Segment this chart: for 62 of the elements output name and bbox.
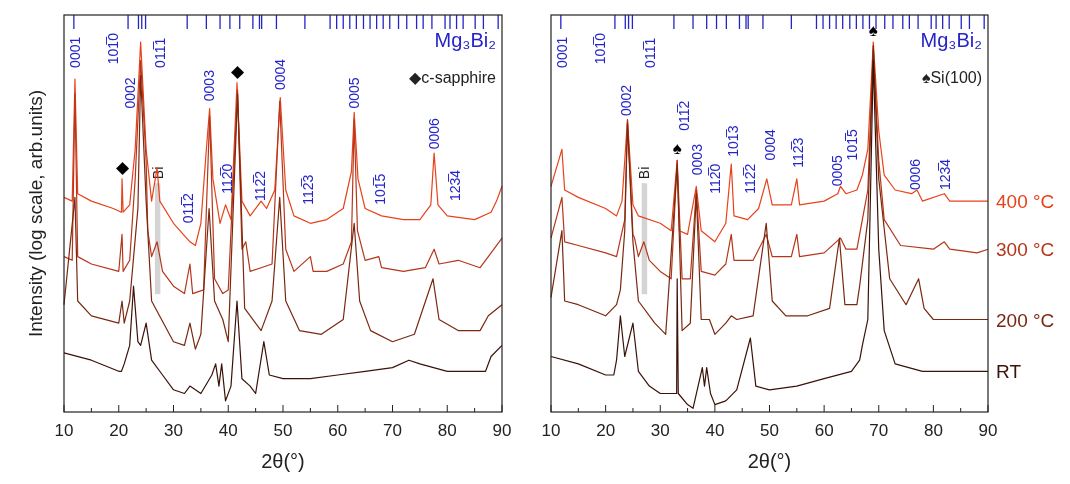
x-tick-label: 50 — [760, 421, 779, 440]
annotation: 101̅3 — [724, 125, 741, 157]
annotation: 0002 — [617, 84, 634, 116]
annotation: 101̅0 — [105, 32, 122, 65]
x-tick-label: 30 — [164, 421, 183, 440]
annotation: 0005 — [829, 154, 846, 187]
annotation: 011̅2 — [675, 100, 692, 131]
x-tick-label: 90 — [492, 421, 512, 440]
annotation: 011̅1 — [151, 37, 168, 68]
annotation: 0005 — [346, 77, 363, 109]
x-tick-label: 50 — [273, 421, 293, 440]
x-tick-label: 70 — [383, 421, 402, 440]
annotation: 0004 — [272, 58, 289, 91]
x-tick-label: 40 — [218, 421, 238, 440]
x-tick-label: 60 — [328, 421, 348, 440]
annotation: 112̅3 — [300, 174, 317, 205]
x-tick-label: 30 — [650, 421, 670, 440]
annotation: ◆c-sapphire — [409, 69, 497, 86]
annotation: Mg₃Bi₂ — [920, 29, 982, 51]
annotation: 112̅2 — [252, 170, 269, 202]
annotation: 011̅2 — [179, 192, 196, 224]
x-axis-title: 2θ(°) — [747, 450, 792, 472]
x-tick-label: 20 — [109, 421, 129, 440]
x-tick-label: 20 — [596, 421, 616, 440]
x-axis-title: 2θ(°) — [261, 450, 305, 472]
annotation: 0003 — [688, 143, 705, 176]
x-tick-label: 60 — [814, 421, 834, 440]
annotation: 0006 — [426, 117, 443, 150]
annotation: 123̅4 — [936, 158, 953, 190]
annotation: 112̅2 — [741, 163, 758, 194]
x-tick-label: 10 — [54, 421, 74, 440]
band-label: Bi — [636, 166, 653, 180]
x-tick-label: 80 — [437, 421, 457, 440]
x-tick-label: 80 — [923, 421, 943, 440]
x-tick-label: 90 — [978, 421, 998, 440]
y-axis-title: Intensity (log scale, arb.units) — [25, 89, 46, 338]
series-label: 200 °C — [996, 309, 1055, 331]
annotation: 112̅3 — [789, 137, 806, 168]
annotation: 0001 — [553, 36, 570, 68]
annotation: ♠Si(100) — [921, 69, 982, 86]
annotation: 0001 — [66, 36, 83, 68]
annotation: 112̅0 — [218, 163, 235, 194]
series-label: RT — [996, 361, 1022, 383]
annotation: 101̅0 — [592, 32, 609, 65]
annotation: 101̅5 — [371, 173, 388, 205]
x-tick-label: 40 — [705, 421, 725, 440]
annotation: 112̅0 — [706, 163, 723, 194]
annotation: 123̅4 — [446, 169, 463, 202]
series-label: 400 °C — [996, 191, 1055, 213]
x-tick-label: 10 — [541, 421, 561, 440]
annotation: 0003 — [200, 69, 217, 102]
annotation: ♠ — [672, 139, 682, 159]
annotation: 0006 — [906, 158, 923, 190]
annotation: 0004 — [762, 129, 779, 161]
annotation: Mg₃Bi₂ — [434, 29, 496, 51]
annotation: ◆ — [230, 61, 245, 81]
annotation: 0002 — [122, 77, 139, 109]
x-tick-label: 70 — [869, 421, 889, 440]
annotation: ◆ — [115, 157, 130, 177]
series-label: 300 °C — [996, 239, 1055, 261]
annotation: 011̅1 — [641, 37, 658, 68]
annotation: 101̅5 — [843, 129, 860, 161]
